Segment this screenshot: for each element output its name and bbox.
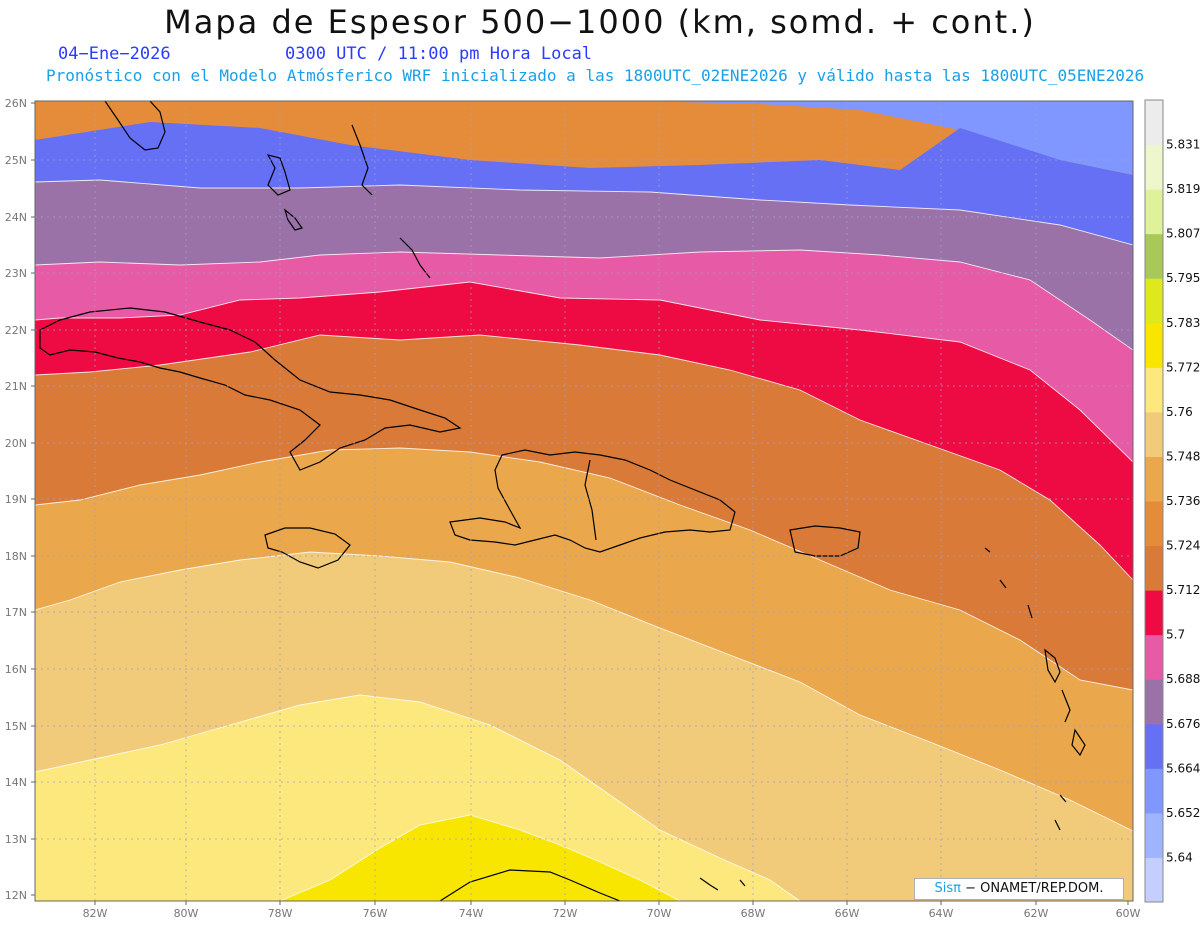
coast-lesser-antilles [984, 547, 1086, 831]
lat-label: 18N [5, 550, 27, 563]
colorbar-label: 5.736 [1166, 494, 1200, 508]
sispi-logo: Sisπ [934, 881, 961, 896]
colorbar-swatch [1145, 278, 1163, 324]
colorbar-label: 5.712 [1166, 583, 1200, 597]
colorbar-swatch [1145, 679, 1163, 725]
colorbar-label: 5.664 [1166, 761, 1200, 775]
lat-axis: 26N 25N 24N 23N 22N 21N 20N 19N 18N 17N … [5, 97, 27, 902]
lat-label: 17N [5, 606, 27, 619]
colorbar-swatch [1145, 100, 1163, 146]
colorbar-swatch [1145, 634, 1163, 680]
colorbar-frame [1144, 99, 1164, 903]
band-5748-5760 [35, 695, 800, 901]
colorbar-swatch [1145, 144, 1163, 190]
lat-label: 12N [5, 889, 27, 902]
colorbar-swatch [1145, 590, 1163, 636]
lon-ticks [94, 901, 1129, 905]
band-5652-5664 [35, 101, 1133, 175]
lat-label: 23N [5, 267, 27, 280]
lon-label: 64W [929, 907, 954, 920]
lon-label: 78W [268, 907, 293, 920]
lat-label: 24N [5, 211, 27, 224]
lat-label: 26N [5, 97, 27, 110]
colorbar-label: 5.64 [1166, 850, 1193, 864]
colorbar-label: 5.76 [1166, 405, 1193, 419]
band-5664-5676 [35, 101, 1133, 245]
lat-label: 19N [5, 493, 27, 506]
colorbar-swatch [1145, 456, 1163, 502]
band-5700-5712 [35, 282, 1133, 580]
credit-text: − ONAMET/REP.DOM. [960, 881, 1104, 896]
colorbar-swatch [1145, 367, 1163, 413]
colorbar-label: 5.831 [1166, 138, 1200, 152]
coast-puerto-rico [789, 525, 861, 557]
lat-label: 16N [5, 663, 27, 676]
plot-frame [34, 100, 1134, 902]
coast-hispaniola [449, 449, 736, 553]
lon-label: 68W [741, 907, 766, 920]
colorbar-swatch [1145, 411, 1163, 457]
coast-florida [104, 101, 166, 151]
forecast-date: 04−Ene−2026 [58, 44, 171, 64]
lon-label: 62W [1024, 907, 1049, 920]
lon-label: 76W [363, 907, 388, 920]
colorbar-label: 5.688 [1166, 672, 1200, 686]
colorbar: 5.64 5.652 5.664 5.676 5.688 5.7 5.712 5.724 5.7… [1144, 99, 1200, 903]
thickness-bands [35, 101, 1133, 901]
contour-lines [35, 179, 1133, 901]
coast-jamaica [264, 527, 351, 569]
lat-label: 22N [5, 324, 27, 337]
colorbar-label: 5.724 [1166, 539, 1200, 553]
band-5712-5724-north [35, 335, 1133, 690]
lon-label: 60W [1116, 907, 1141, 920]
lon-label: 82W [83, 907, 108, 920]
colorbar-swatch [1145, 812, 1163, 858]
coast-cuba [39, 307, 462, 471]
band-5760-5772 [280, 815, 680, 901]
lon-label: 80W [174, 907, 199, 920]
lon-label: 70W [647, 907, 672, 920]
model-subtitle: Pronóstico con el Modelo Atmósferico WRF… [46, 66, 1145, 85]
band-5688-5700 [35, 250, 1133, 462]
colorbar-label: 5.819 [1166, 182, 1200, 196]
colorbar-swatch [1145, 545, 1163, 591]
colorbar-swatch [1145, 233, 1163, 279]
colorbar-swatch [1145, 723, 1163, 769]
colorbar-swatch [1145, 501, 1163, 547]
map-title: Mapa de Espesor 500−1000 (km, somd. + co… [164, 3, 1036, 41]
colorbar-swatch [1145, 857, 1163, 903]
lat-label: 21N [5, 380, 27, 393]
band-5676-5688 [35, 180, 1133, 350]
lat-label: 14N [5, 776, 27, 789]
lat-label: 15N [5, 720, 27, 733]
colorbar-swatch [1145, 768, 1163, 814]
band-5724-5736 [35, 448, 1133, 831]
colorbar-label: 5.748 [1166, 449, 1200, 463]
lat-ticks [31, 102, 35, 896]
coast-bahamas-east [351, 124, 373, 196]
grid-lines [35, 101, 1133, 901]
coast-haiti-border [584, 459, 597, 541]
lat-label: 13N [5, 833, 27, 846]
lon-label: 66W [835, 907, 860, 920]
lat-label: 20N [5, 437, 27, 450]
lat-label: 25N [5, 154, 27, 167]
colorbar-swatch [1145, 189, 1163, 235]
colorbar-label: 5.807 [1166, 227, 1200, 241]
colorbar-label: 5.652 [1166, 806, 1200, 820]
colorbar-label: 5.7 [1166, 628, 1185, 642]
lon-label: 72W [553, 907, 578, 920]
colorbar-label: 5.676 [1166, 717, 1200, 731]
credit-box: Sisπ − ONAMET/REP.DOM. [914, 878, 1124, 900]
colorbar-swatch [1145, 322, 1163, 368]
coast-south-america [439, 869, 621, 901]
colorbar-label: 5.795 [1166, 271, 1200, 285]
forecast-time: 0300 UTC / 11:00 pm Hora Local [285, 44, 593, 64]
colorbar-label: 5.772 [1166, 360, 1200, 374]
coast-bahamas-andros [266, 154, 291, 196]
lon-label: 74W [459, 907, 484, 920]
colorbar-label: 5.783 [1166, 316, 1200, 330]
lon-axis: 82W 80W 78W 76W 74W 72W 70W 68W 66W 64W … [83, 907, 1141, 920]
